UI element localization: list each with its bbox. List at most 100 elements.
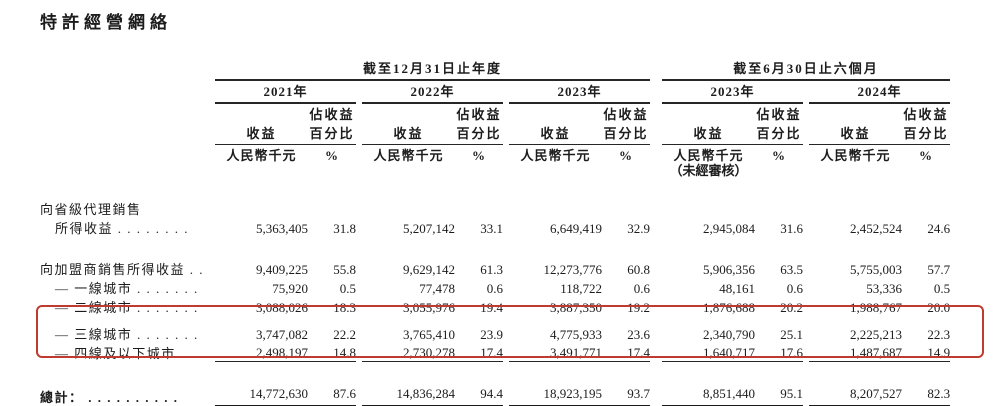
pct-value: 17.4 [455, 343, 503, 362]
col-header-pct-line2: 百分比 [603, 126, 649, 141]
pct-value: 57.7 [927, 262, 951, 277]
total-revenue-value: 14,772,630 [215, 386, 308, 406]
period-header-interim: 截至6月30日止六個月 [662, 58, 951, 81]
col-header-revenue: 收益 [215, 104, 308, 145]
revenue-value: 5,207,142 [403, 221, 455, 236]
total-revenue-value: 18,923,195 [509, 386, 602, 406]
unit-label-pct: % [325, 148, 339, 163]
spacer [40, 362, 950, 386]
revenue-value: 118,722 [560, 281, 602, 296]
pct-value: 32.9 [627, 221, 651, 236]
revenue-value: 3,088,026 [256, 300, 308, 315]
row-label: — 四線及以下城市 . . . [55, 346, 205, 361]
col-header-pct-line2: 百分比 [309, 126, 355, 141]
revenue-value: 1,876,688 [703, 300, 756, 315]
unit-label-pct: % [472, 148, 486, 163]
table-row-franchisees: 向加盟商銷售所得收益 . . 9,409,225 55.8 9,629,142 … [40, 259, 950, 278]
spacer [650, 104, 662, 145]
unit-label-unaudited: （未經審核） [669, 163, 748, 178]
spacer [650, 218, 662, 237]
year-header-2024: 2024年 [809, 81, 951, 104]
pct-value: 18.3 [333, 300, 356, 315]
unit-label-rmb: 人民幣千元 [226, 148, 297, 163]
total-pct-value: 82.3 [902, 386, 951, 406]
spacer [650, 278, 662, 297]
total-pct-value: 87.6 [308, 386, 356, 406]
pct-value: 17.4 [602, 343, 651, 362]
revenue-value: 4,775,933 [550, 327, 602, 342]
col-header-revenue: 收益 [662, 104, 756, 145]
spacer [40, 104, 215, 145]
revenue-value: 1,487,687 [809, 343, 903, 362]
period-header-annual: 截至12月31日止年度 [215, 58, 651, 81]
pct-value: 31.8 [333, 221, 356, 236]
unit-label-rmb: 人民幣千元 [373, 148, 444, 163]
revenue-value: 3,887,350 [550, 300, 602, 315]
revenue-value: 53,336 [866, 281, 903, 296]
table-row-provincial-agents: 所得收益 . . . . . . . . 5,363,405 31.8 5,20… [40, 218, 950, 237]
col-header-pct-line1: 佔收益 [756, 107, 802, 122]
pct-value: 0.6 [633, 281, 651, 296]
year-header-2023: 2023年 [509, 81, 651, 104]
spacer [650, 58, 662, 81]
total-revenue-value: 14,836,284 [362, 386, 455, 406]
revenue-value: 48,161 [719, 281, 756, 296]
spacer [40, 237, 950, 259]
col-header-revenue: 收益 [362, 104, 455, 145]
table-row-total: 總計： . . . . . . . . . . 14,772,630 87.6 … [40, 386, 951, 406]
col-header-revenue: 收益 [809, 104, 903, 145]
year-header-2023-interim: 2023年 [662, 81, 804, 104]
row-label: — 二線城市 . . . . . . . [55, 300, 199, 315]
pct-value: 23.6 [627, 327, 651, 342]
pct-value: 0.6 [786, 281, 804, 296]
revenue-value: 9,409,225 [256, 262, 308, 277]
revenue-value: 1,640,717 [662, 343, 756, 362]
pct-value: 33.1 [480, 221, 503, 236]
unit-label-rmb: 人民幣千元 [820, 148, 891, 163]
pct-value: 22.2 [333, 327, 356, 342]
year-header-row: 2021年 2022年 2023年 2023年 2024年 [40, 81, 951, 104]
pct-value: 55.8 [333, 262, 356, 277]
total-pct-value: 94.4 [455, 386, 503, 406]
table-row-provincial-agents-line1: 向省級代理銷售 [40, 199, 950, 218]
total-revenue-value: 8,207,527 [809, 386, 903, 406]
year-header-2021: 2021年 [215, 81, 356, 104]
revenue-value: 2,730,278 [362, 343, 455, 362]
spacer [650, 386, 662, 406]
column-header-row: 收益 佔收益 百分比 收益 佔收益 百分比 收益 佔收益 百分比 收益 佔收益 百分比 … [40, 104, 951, 145]
unit-label-pct: % [619, 148, 633, 163]
pct-value: 0.6 [486, 281, 503, 296]
spacer [650, 145, 662, 179]
unit-label-rmb: 人民幣千元 [520, 148, 591, 163]
units-row: 人民幣千元 % 人民幣千元 % 人民幣千元 % 人民幣千元 （未經審核） % 人民… [40, 145, 950, 179]
pct-value: 60.8 [627, 262, 651, 277]
pct-value: 25.1 [780, 327, 804, 342]
revenue-value: 75,920 [272, 281, 308, 296]
spacer [650, 343, 662, 362]
col-header-pct-line1: 佔收益 [903, 107, 949, 122]
table-row-tier2-cities: — 二線城市 . . . . . . . 3,088,026 18.3 3,05… [40, 297, 950, 316]
total-label: 總計： . . . . . . . . . . [40, 390, 179, 405]
pct-value: 0.5 [933, 281, 951, 296]
total-pct-value: 95.1 [755, 386, 804, 406]
spacer [650, 316, 662, 343]
col-header-pct: 佔收益 百分比 [902, 104, 951, 145]
revenue-value: 3,491,771 [509, 343, 602, 362]
year-header-2022: 2022年 [362, 81, 503, 104]
revenue-value: 6,649,419 [550, 221, 602, 236]
spacer [40, 81, 215, 104]
table-row-tier4-below-cities: — 四線及以下城市 . . . 2,498,197 14.8 2,730,278… [40, 343, 951, 362]
pct-value: 63.5 [780, 262, 804, 277]
total-revenue-value: 8,851,440 [662, 386, 756, 406]
row-label: 向省級代理銷售 [40, 202, 142, 217]
unit-label-pct: % [919, 148, 934, 163]
revenue-value: 3,055,976 [403, 300, 455, 315]
pct-value: 14.9 [902, 343, 951, 362]
pct-value: 22.3 [927, 327, 951, 342]
row-label: — 三線城市 . . . . . . . [55, 327, 199, 342]
unit-label-rmb-unaudited: 人民幣千元 （未經審核） [662, 145, 755, 179]
pct-value: 61.3 [480, 262, 503, 277]
franchise-network-table: 截至12月31日止年度 截至6月30日止六個月 2021年 2022年 2023… [40, 58, 951, 406]
pct-value: 20.2 [780, 300, 804, 315]
